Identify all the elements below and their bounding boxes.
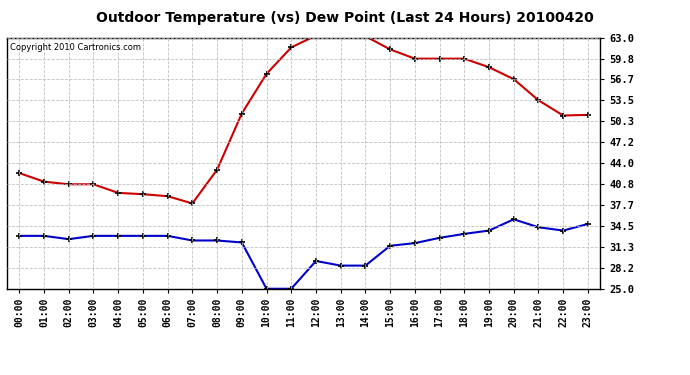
Text: Outdoor Temperature (vs) Dew Point (Last 24 Hours) 20100420: Outdoor Temperature (vs) Dew Point (Last… [96, 11, 594, 25]
Text: Copyright 2010 Cartronics.com: Copyright 2010 Cartronics.com [10, 42, 141, 51]
